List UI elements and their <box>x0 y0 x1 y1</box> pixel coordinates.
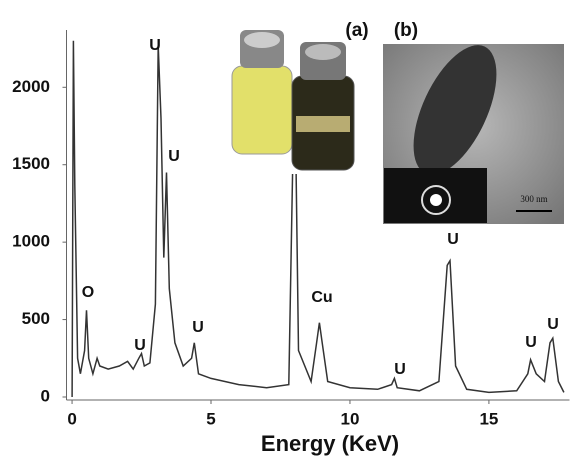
x-tick-label: 0 <box>67 409 76 428</box>
x-tick-label: 5 <box>206 409 215 428</box>
peak-label: O <box>82 284 94 301</box>
panel-label: (b) <box>394 20 418 41</box>
y-tick-label: 1000 <box>12 232 50 251</box>
peak-label: Cu <box>311 289 332 306</box>
peak-label: U <box>192 319 204 336</box>
y-tick-label: 2000 <box>12 77 50 96</box>
peak-label: U <box>547 316 559 333</box>
x-tick-label: 10 <box>340 409 359 428</box>
peak-label: U <box>168 148 180 165</box>
panel-label: (a) <box>345 20 368 41</box>
x-axis-label: Energy (KeV) <box>261 431 399 456</box>
y-tick-label: 500 <box>22 309 50 328</box>
inset-photo <box>218 22 378 174</box>
peak-label: U <box>134 337 146 354</box>
peak-label: U <box>447 231 459 248</box>
y-tick-label: 1500 <box>12 154 50 173</box>
y-tick-label: 0 <box>41 386 50 405</box>
x-tick-label: 15 <box>479 409 498 428</box>
scale-label: 300 nm <box>520 194 547 204</box>
peak-label: U <box>525 334 537 351</box>
chart: 1510502000150010005000 U U O U U Cu U U … <box>0 0 574 462</box>
peak-label: U <box>394 361 406 378</box>
peak-label: U <box>149 37 161 54</box>
